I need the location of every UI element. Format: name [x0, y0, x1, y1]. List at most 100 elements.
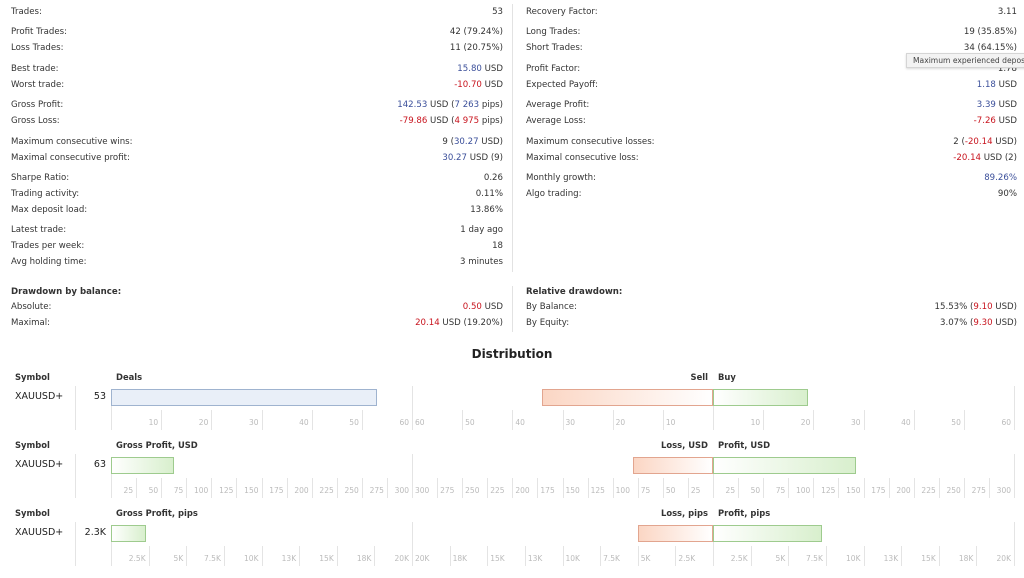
stat-label: Monthly growth:	[526, 173, 596, 183]
stat-label: Drawdown by balance:	[11, 287, 122, 297]
left-chart-title: Deals	[116, 372, 143, 382]
tick-label: 60	[1001, 418, 1011, 427]
stat-value: 1.78	[998, 64, 1017, 74]
stat-value-part: 1 day ago	[460, 225, 503, 235]
stat-value-part: 89.26%	[984, 173, 1017, 183]
tick-label: 10	[750, 418, 761, 427]
stat-value: 30.27 USD (9)	[442, 153, 503, 163]
tick-label: 275	[440, 486, 455, 495]
tick-mark	[763, 478, 765, 498]
tick-mark	[261, 478, 263, 498]
tick-label: 125	[219, 486, 234, 495]
stat-label: Trading activity:	[11, 189, 80, 199]
symbol-divider	[75, 386, 76, 430]
tick-label: 100	[615, 486, 630, 495]
stat-value-part: 3.39	[976, 100, 996, 110]
stat-label: By Balance:	[526, 302, 577, 312]
tick-mark	[863, 410, 865, 430]
axis-line	[111, 525, 112, 566]
stat-value: 3.39 USD	[977, 100, 1017, 110]
tick-label: 300	[415, 486, 430, 495]
tick-label: 5K	[640, 554, 651, 563]
tick-label: 225	[319, 486, 334, 495]
tick-mark	[186, 546, 188, 566]
stat-value-part: USD (2)	[981, 153, 1017, 163]
stat-value-part: pips)	[479, 116, 503, 126]
stat-label: Long Trades:	[526, 27, 581, 37]
tick-label: 75	[640, 486, 651, 495]
tick-label: 225	[490, 486, 505, 495]
stat-value-part: 34 (64.15%)	[963, 43, 1017, 53]
stat-value-part: 142.53	[397, 100, 428, 110]
tick-mark	[299, 546, 301, 566]
sell-label: Loss, pips	[660, 508, 708, 518]
tick-label: 2.5K	[730, 554, 748, 563]
stat-value-part: 53	[492, 7, 503, 17]
stat-value-part: 1.18	[976, 80, 996, 90]
symbol-name: XAUUSD+	[15, 391, 64, 402]
stat-label: Profit Trades:	[11, 27, 68, 37]
stat-value: 42 (79.24%)	[450, 27, 503, 37]
stat-value: 19 (35.85%)	[964, 27, 1017, 37]
stat-value-part: 30.27	[442, 153, 467, 163]
tick-mark	[662, 410, 664, 430]
tick-mark	[863, 546, 865, 566]
tick-label: 200	[294, 486, 309, 495]
symbol-header: Symbol	[15, 508, 50, 518]
stat-label: Sharpe Ratio:	[11, 173, 70, 183]
tick-mark	[963, 478, 965, 498]
tick-mark	[938, 546, 940, 566]
tick-label: 13K	[281, 554, 297, 563]
buy-bar	[713, 389, 809, 406]
stat-value: 34 (64.15%)	[964, 43, 1017, 53]
tick-label: 20K	[996, 554, 1011, 563]
stat-value-part: USD	[995, 116, 1017, 126]
tick-mark	[311, 478, 313, 498]
axis-line	[412, 454, 413, 498]
tick-mark	[813, 478, 815, 498]
stat-value-part: USD)	[992, 302, 1017, 312]
stat-value-part: 0.11%	[475, 189, 503, 199]
tick-mark	[161, 410, 163, 430]
stat-value-part: USD (	[427, 100, 455, 110]
tick-label: 25	[725, 486, 736, 495]
sell-bar	[632, 457, 713, 474]
tick-label: 7.5K	[204, 554, 221, 563]
axis-line	[713, 457, 714, 498]
stat-value-part: 2 (	[953, 137, 965, 147]
stat-label: Expected Payoff:	[526, 80, 599, 90]
stat-value: 3 minutes	[460, 257, 503, 267]
left-bar	[111, 389, 377, 406]
tick-mark	[888, 478, 890, 498]
tick-mark	[913, 410, 915, 430]
tick-label: 50	[951, 418, 961, 427]
stat-value: 11 (20.75%)	[450, 43, 503, 53]
stat-label: Avg holding time:	[11, 257, 87, 267]
stat-value: -20.14 USD (2)	[953, 153, 1017, 163]
stat-label: Profit Factor:	[526, 64, 581, 74]
tick-mark	[825, 546, 827, 566]
left-value: 2.3K	[84, 527, 106, 538]
stat-value: 1.18 USD	[977, 80, 1017, 90]
left-value: 53	[93, 391, 106, 402]
tick-label: 18K	[958, 554, 974, 563]
stat-value-part: pips)	[479, 100, 503, 110]
buy-label: Profit, pips	[718, 508, 771, 518]
tick-label: 100	[194, 486, 209, 495]
stat-value: 0.50 USD	[463, 302, 503, 312]
tick-mark	[148, 546, 150, 566]
stat-value-part: USD	[995, 100, 1017, 110]
tick-label: 40	[299, 418, 309, 427]
tick-label: 200	[515, 486, 530, 495]
tick-label: 300	[394, 486, 409, 495]
tick-mark	[838, 478, 840, 498]
tick-mark	[261, 410, 263, 430]
tick-mark	[612, 410, 614, 430]
tick-label: 150	[565, 486, 580, 495]
buy-label: Profit, USD	[718, 440, 771, 450]
symbol-divider	[75, 454, 76, 498]
stat-label: Best trade:	[11, 64, 59, 74]
stat-value-part: USD (	[427, 116, 455, 126]
tick-mark	[261, 546, 263, 566]
stat-value-part: 30.27	[453, 137, 479, 147]
